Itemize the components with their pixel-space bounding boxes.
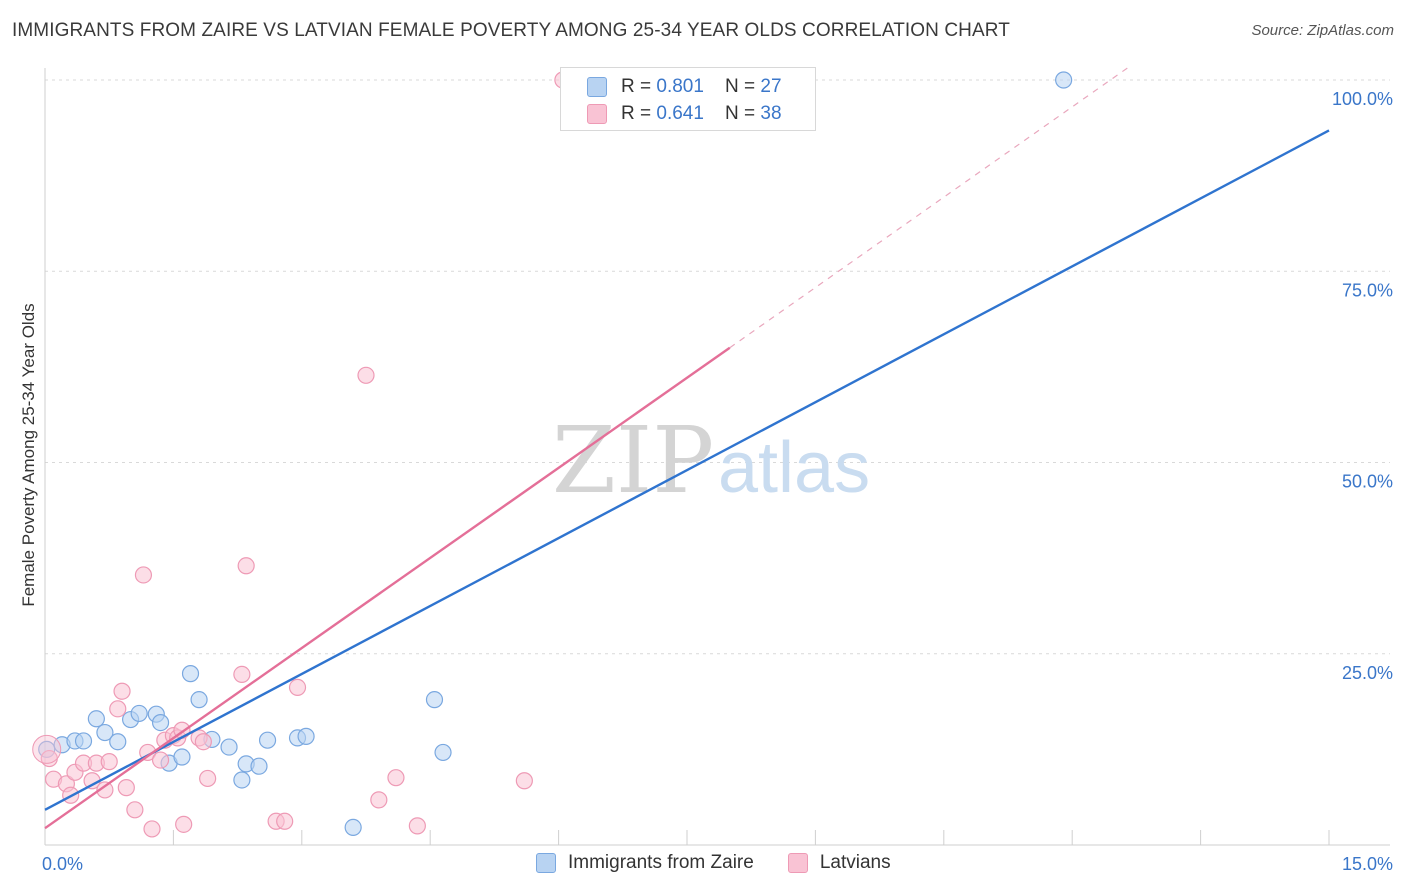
- legend-label-zaire: Immigrants from Zaire: [568, 852, 754, 873]
- legend-swatch-zaire: [536, 853, 556, 873]
- point-s0-8: [130, 704, 148, 723]
- stats-legend: R = 0.801 N = 27 R = 0.641 N = 38: [560, 67, 816, 131]
- point-s0-25: [434, 743, 452, 762]
- legend-item-zaire[interactable]: Immigrants from Zaire: [536, 852, 754, 874]
- stats-swatch-latvians: [587, 104, 607, 124]
- point-s0-24: [425, 691, 444, 709]
- point-s1-29: [276, 812, 294, 830]
- trend-line-s0: [44, 129, 1330, 811]
- point-cluster-large: [32, 734, 62, 764]
- point-s1-16: [143, 820, 161, 838]
- point-s1-10: [109, 700, 127, 718]
- source-label: Source: ZipAtlas.com: [1251, 22, 1394, 39]
- point-s1-30: [288, 678, 307, 697]
- stats-text-zaire: R = 0.801 N = 27: [621, 76, 782, 97]
- point-s0-22: [297, 727, 315, 745]
- stats-swatch-zaire: [587, 77, 607, 97]
- point-s1-24: [194, 733, 212, 751]
- point-s0-26: [1055, 71, 1073, 89]
- point-s0-13: [181, 665, 200, 683]
- point-s0-4: [87, 710, 105, 728]
- chart-title: IMMIGRANTS FROM ZAIRE VS LATVIAN FEMALE …: [12, 20, 1010, 41]
- point-s0-16: [220, 738, 238, 756]
- point-s1-31: [357, 366, 375, 384]
- point-s1-22: [175, 815, 193, 833]
- point-s0-23: [344, 818, 362, 837]
- point-s1-14: [134, 566, 153, 584]
- point-s1-13: [126, 801, 144, 819]
- point-s1-11: [113, 682, 131, 700]
- point-s0-14: [190, 691, 208, 709]
- legend-item-latvians[interactable]: Latvians: [787, 852, 891, 874]
- y-tick-label-2: 75.0%: [1342, 280, 1393, 300]
- point-s1-35: [515, 772, 533, 790]
- point-s1-17: [151, 751, 170, 769]
- point-s0-10: [151, 713, 170, 732]
- trend-extension-s1: [729, 64, 1133, 349]
- point-s0-5: [96, 723, 114, 742]
- axis-layer: [44, 68, 1390, 846]
- x-tick-label-1: 15.0%: [1342, 854, 1393, 874]
- point-s0-20: [258, 731, 277, 749]
- y-tick-label-0: 25.0%: [1342, 663, 1393, 683]
- y-tick-label-3: 100.0%: [1332, 89, 1393, 109]
- point-s1-25: [199, 769, 217, 788]
- point-s0-12: [173, 748, 191, 766]
- stats-text-latvians: R = 0.641 N = 38: [621, 103, 782, 124]
- point-s1-32: [370, 791, 388, 809]
- tick-layer: 25.0% 50.0% 75.0% 100.0% 0.0% 15.0%: [42, 89, 1393, 874]
- point-s1-27: [237, 557, 255, 575]
- point-s0-3: [74, 732, 93, 750]
- grid-layer: [45, 79, 1390, 655]
- point-s1-9: [100, 753, 118, 771]
- watermark: ZIP atlas: [552, 407, 870, 514]
- legend: Immigrants from Zaire Latvians: [536, 852, 925, 874]
- point-s1-34: [408, 817, 426, 835]
- point-s1-12: [117, 779, 135, 797]
- point-s1-33: [387, 769, 405, 787]
- point-s1-26: [233, 665, 251, 684]
- point-s1-8: [96, 781, 114, 799]
- trend-layer: [44, 64, 1330, 830]
- point-s0-19: [250, 757, 268, 775]
- y-tick-label-1: 50.0%: [1342, 472, 1393, 492]
- y-axis-label: Female Poverty Among 25-34 Year Olds: [19, 303, 38, 607]
- watermark-atlas: atlas: [718, 428, 870, 508]
- point-s0-6: [109, 733, 127, 751]
- points-layer: [32, 71, 1073, 838]
- legend-label-latvians: Latvians: [819, 852, 891, 873]
- point-s0-17: [233, 771, 251, 789]
- legend-swatch-latvians: [787, 853, 808, 873]
- x-tick-label-0: 0.0%: [42, 854, 83, 874]
- watermark-zip: ZIP: [552, 407, 714, 514]
- trend-line-s1: [44, 346, 731, 830]
